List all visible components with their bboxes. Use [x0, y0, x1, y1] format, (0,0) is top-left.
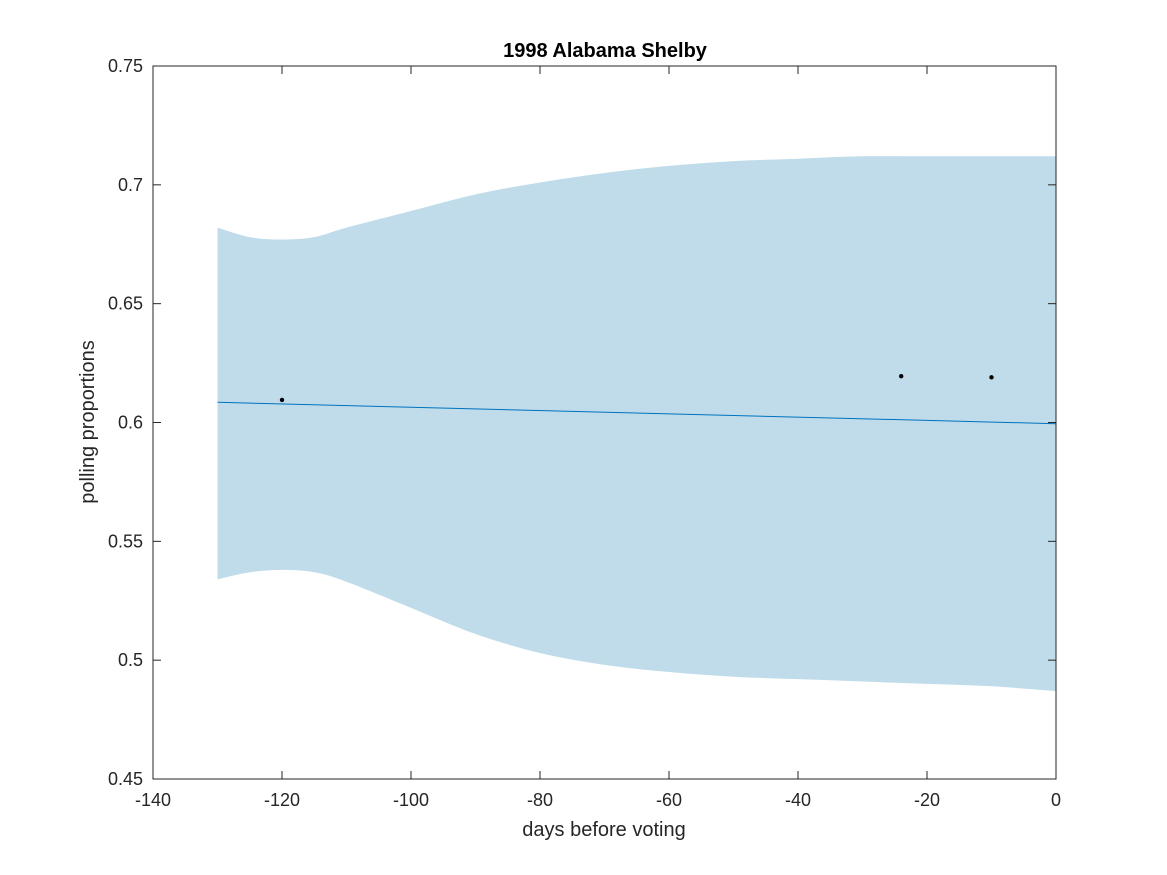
y-tick-label: 0.75 [108, 56, 143, 76]
x-tick-label: -100 [393, 790, 429, 810]
x-tick-label: -140 [135, 790, 171, 810]
y-tick-label: 0.45 [108, 769, 143, 789]
axes [152, 65, 1057, 780]
x-tick-label: -20 [914, 790, 940, 810]
x-tick-label: -80 [527, 790, 553, 810]
x-tick-label: -60 [656, 790, 682, 810]
poll-point [989, 375, 994, 380]
y-tick-label: 0.5 [118, 650, 143, 670]
poll-point [279, 397, 285, 403]
y-tick-label: 0.65 [108, 294, 143, 314]
x-tick-label: -40 [785, 790, 811, 810]
y-tick-label: 0.7 [118, 175, 143, 195]
tick-labels: -140 -120 -100 -80 -60 -40 -20 0 0.45 0.5 0.55 0.6 0… [108, 56, 1061, 810]
x-axis-label: days before voting [522, 819, 685, 841]
confidence-band [217, 156, 1056, 692]
y-axis-label: polling proportions [77, 340, 99, 503]
trend-line [217, 401, 1057, 425]
y-tick-label: 0.55 [108, 531, 143, 551]
chart-title: 1998 Alabama Shelby [503, 40, 708, 62]
y-tick-label: 0.6 [118, 413, 143, 433]
x-tick-label: 0 [1051, 790, 1061, 810]
poll-point [899, 373, 904, 379]
x-tick-label: -120 [264, 790, 300, 810]
plot-area [217, 156, 1057, 692]
